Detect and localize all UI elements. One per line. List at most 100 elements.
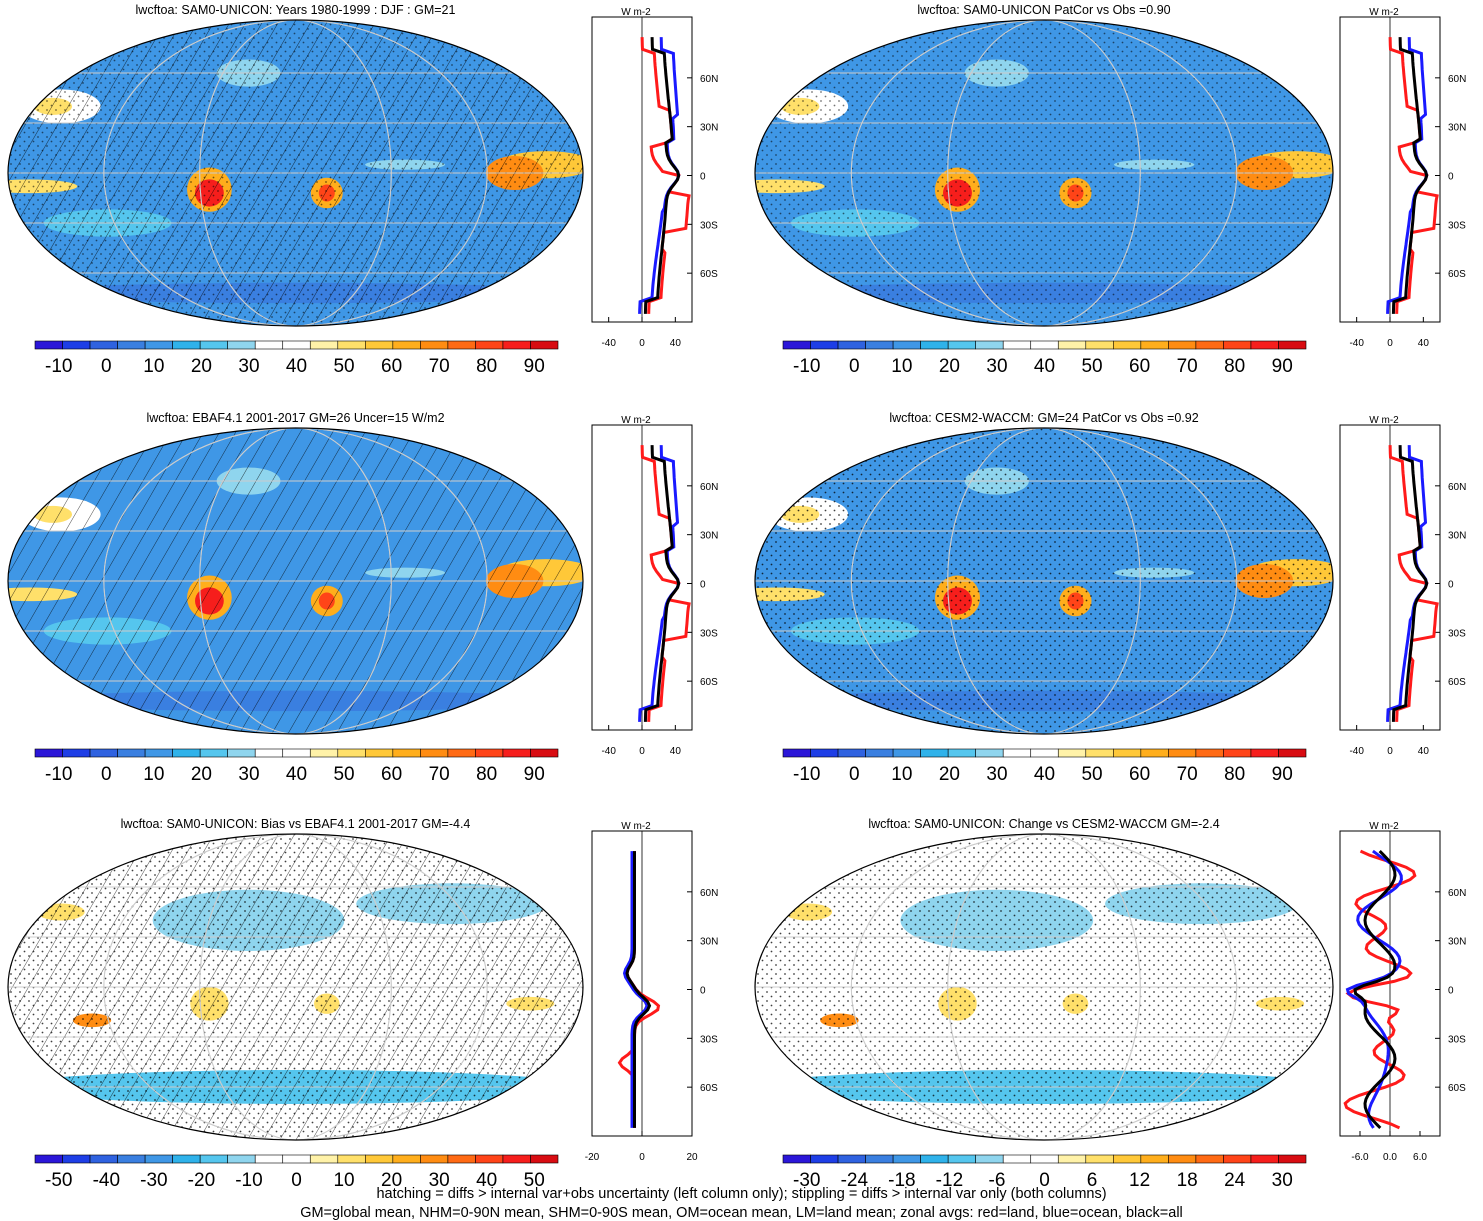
colorbar-tick-label: -6 (989, 1170, 1006, 1191)
zonal-profile: W m-2 -20 0 20 60N 30N 0 30S 60S (585, 821, 719, 1163)
profile-unit-label: W m-2 (1369, 7, 1399, 18)
colorbar-swatch (892, 340, 921, 350)
colorbar-tick-label: 40 (1034, 356, 1055, 377)
panel-4: lwcftoa: CESM2-WACCM: GM=24 PatCor vs Ob… (754, 411, 1466, 785)
zonal-profile: W m-2 -40 0 40 60N 30N 0 30S 60S (591, 415, 718, 757)
colorbar-tick-label: 40 (286, 356, 307, 377)
graticule-meridian (103, 428, 488, 734)
colorbar-swatch (1002, 340, 1032, 350)
colorbar-swatch (475, 748, 504, 758)
panel-1: lwcftoa: SAM0-UNICON: Years 1980-1999 : … (7, 3, 718, 377)
colorbar-swatch (1085, 340, 1114, 350)
profile-line-all (643, 445, 681, 722)
colorbar-swatch (782, 1154, 811, 1164)
panel-3: lwcftoa: EBAF4.1 2001-2017 GM=26 Uncer=1… (7, 411, 718, 785)
colorbar: -10 0 10 20 30 40 50 60 70 80 90 (782, 340, 1307, 377)
map-title: lwcftoa: SAM0-UNICON PatCor vs Obs =0.90 (917, 3, 1170, 17)
map-title: lwcftoa: CESM2-WACCM: GM=24 PatCor vs Ob… (889, 411, 1198, 425)
colorbar-swatch (975, 748, 1004, 758)
map-title: lwcftoa: SAM0-UNICON: Years 1980-1999 : … (136, 3, 456, 17)
colorbar-tick-label: 80 (476, 356, 497, 377)
profile-y-tick-label: 30S (700, 1034, 718, 1045)
zonal-profile: W m-2 -6.0 0.0 6.0 60N 30N 0 30S 60S (1339, 821, 1466, 1163)
colorbar-tick-label: 20 (939, 356, 960, 377)
colorbar-swatch (1223, 748, 1252, 758)
graticule-meridian (199, 20, 392, 326)
colorbar-swatch (837, 340, 866, 350)
colorbar-swatch (837, 1154, 866, 1164)
profile-line-all (625, 851, 652, 1128)
colorbar-tick-label: 40 (286, 764, 307, 785)
colorbar-tick-label: 50 (1081, 356, 1102, 377)
colorbar-swatch (365, 340, 394, 350)
profile-x-tick-label: 40 (670, 746, 682, 757)
colorbar-tick-label: 70 (1177, 764, 1198, 785)
colorbar-swatch (1085, 1154, 1114, 1164)
colorbar-tick-label: 0 (101, 356, 112, 377)
colorbar-swatch (1168, 748, 1197, 758)
colorbar-swatch (1030, 340, 1059, 350)
profile-y-tick-label: 30S (700, 220, 718, 231)
colorbar-swatch (1223, 1154, 1252, 1164)
colorbar-swatch (1140, 748, 1169, 758)
colorbar-tick-label: 80 (1224, 356, 1245, 377)
colorbar-tick-label: 90 (524, 356, 545, 377)
profile-y-tick-label: 60N (1448, 482, 1466, 493)
colorbar-swatch (975, 340, 1004, 350)
colorbar-swatch (810, 1154, 839, 1164)
colorbar-swatch (1002, 748, 1032, 758)
graticule-meridian (103, 20, 488, 326)
colorbar-tick-label: 80 (1224, 764, 1245, 785)
colorbar-swatch (89, 748, 118, 758)
colorbar-swatch (282, 748, 311, 758)
profile-y-tick-label: 0 (700, 172, 706, 183)
profile-line-ocean (622, 851, 649, 1128)
colorbar-tick-label: 60 (1129, 356, 1150, 377)
colorbar-swatch (392, 340, 421, 350)
colorbar-swatch (502, 1154, 531, 1164)
colorbar-swatch (420, 340, 449, 350)
map-field (755, 428, 1333, 734)
colorbar-swatch (475, 340, 504, 350)
footer-line-1: hatching = diffs > internal var+obs unce… (376, 1186, 1107, 1202)
map-outline (7, 19, 584, 327)
map-outline (7, 427, 584, 735)
colorbar-swatch (502, 340, 531, 350)
profile-y-tick-label: 60N (1448, 74, 1466, 85)
colorbar-swatch (254, 748, 284, 758)
colorbar-swatch (920, 1154, 949, 1164)
colorbar-swatch (1278, 748, 1307, 758)
colorbar-swatch (337, 748, 366, 758)
colorbar-swatch (420, 748, 449, 758)
colorbar-swatch (837, 748, 866, 758)
colorbar-tick-label: 10 (143, 764, 164, 785)
colorbar-swatch (34, 1154, 63, 1164)
profile-x-tick-label: 0 (639, 1152, 645, 1163)
colorbar-tick-label: -30 (140, 1170, 167, 1191)
colorbar-swatch (1250, 340, 1279, 350)
colorbar-swatch (782, 748, 811, 758)
profile-x-tick-label: 0 (639, 746, 645, 757)
colorbar-swatch (530, 748, 559, 758)
colorbar-tick-label: 40 (476, 1170, 497, 1191)
colorbar-swatch (34, 340, 63, 350)
colorbar-swatch (1168, 340, 1197, 350)
colorbar-swatch (975, 1154, 1004, 1164)
profile-y-tick-label: 30S (700, 628, 718, 639)
profile-y-tick-label: 0 (1448, 172, 1454, 183)
profile-y-tick-label: 0 (1448, 986, 1454, 997)
colorbar-swatch (144, 1154, 173, 1164)
colorbar-swatch (447, 748, 476, 758)
profile-unit-label: W m-2 (1369, 415, 1399, 426)
colorbar-tick-label: 0 (291, 1170, 302, 1191)
colorbar-swatch (475, 1154, 504, 1164)
colorbar-tick-label: 50 (524, 1170, 545, 1191)
map-field (8, 20, 583, 326)
colorbar-swatch (1030, 748, 1059, 758)
profile-y-tick-label: 60N (700, 482, 718, 493)
colorbar-swatch (1168, 1154, 1197, 1164)
colorbar: -10 0 10 20 30 40 50 60 70 80 90 (34, 340, 559, 377)
colorbar-swatch (62, 340, 91, 350)
colorbar-swatch (1113, 340, 1142, 350)
colorbar-swatch (144, 748, 173, 758)
